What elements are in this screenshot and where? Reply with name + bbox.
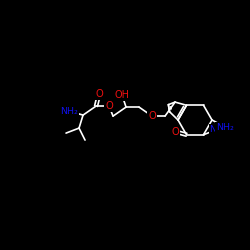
Text: NH: NH [210,125,224,134]
Text: O: O [105,101,113,111]
Text: O: O [95,89,103,99]
Text: NH₂: NH₂ [216,122,234,132]
Text: O: O [148,111,156,121]
Text: O: O [172,127,179,137]
Text: OH: OH [114,90,130,100]
Text: NH₂: NH₂ [60,106,78,116]
